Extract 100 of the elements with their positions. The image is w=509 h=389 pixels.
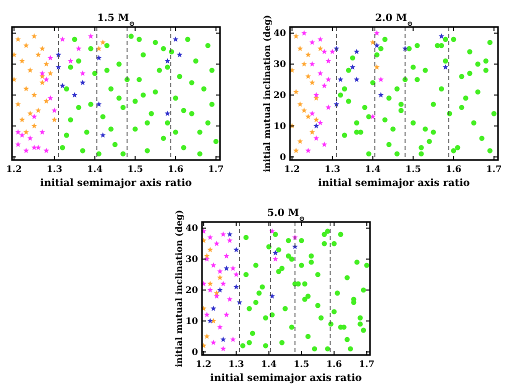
point — [128, 34, 134, 39]
point — [362, 104, 368, 110]
point — [293, 33, 299, 39]
point — [272, 256, 278, 262]
point — [382, 117, 388, 122]
point — [305, 294, 311, 299]
point — [205, 120, 210, 126]
point — [88, 33, 94, 39]
point — [108, 126, 114, 132]
point — [23, 148, 29, 154]
point — [487, 148, 493, 154]
point — [370, 39, 376, 45]
point — [210, 340, 216, 346]
point — [354, 76, 360, 82]
point — [207, 287, 214, 292]
y-tick-label: 20 — [185, 286, 198, 296]
point — [309, 110, 316, 116]
point — [31, 33, 38, 39]
point — [328, 321, 334, 327]
point — [233, 284, 240, 290]
point — [76, 58, 82, 64]
point — [160, 46, 166, 52]
point — [354, 130, 360, 135]
point — [197, 130, 202, 135]
point — [475, 62, 480, 67]
point — [298, 262, 304, 268]
point — [289, 324, 294, 330]
point — [346, 68, 352, 73]
point — [233, 272, 240, 278]
point — [72, 92, 78, 98]
point — [386, 142, 392, 148]
point — [308, 260, 314, 265]
point — [358, 315, 363, 320]
point — [467, 70, 472, 76]
point — [52, 116, 58, 122]
point — [100, 132, 106, 138]
point — [360, 328, 366, 333]
point — [164, 120, 170, 126]
point — [374, 52, 380, 58]
point — [226, 238, 233, 243]
point — [172, 36, 178, 42]
point — [177, 74, 182, 80]
point — [297, 101, 303, 107]
point — [120, 104, 126, 110]
point — [39, 70, 46, 76]
point — [279, 340, 285, 346]
point — [479, 136, 484, 141]
point — [217, 274, 223, 280]
point — [344, 275, 350, 280]
point — [378, 46, 384, 52]
point — [305, 73, 312, 79]
point — [309, 80, 316, 86]
point — [220, 231, 226, 237]
point — [35, 144, 42, 150]
point — [298, 238, 304, 244]
point — [168, 49, 174, 54]
point — [181, 108, 186, 114]
point — [39, 46, 46, 52]
point — [309, 39, 316, 45]
x-tick-label: 1.3 — [228, 360, 244, 370]
chart-title: 1.5 M$_{⊙}$ — [97, 13, 136, 28]
point — [418, 151, 424, 156]
point — [318, 315, 324, 320]
point — [84, 130, 90, 135]
point — [160, 136, 166, 141]
point — [80, 70, 86, 76]
point — [459, 104, 464, 110]
point — [185, 36, 190, 42]
point — [207, 246, 214, 252]
point — [297, 46, 303, 52]
point — [272, 232, 278, 237]
point — [394, 151, 400, 156]
chart-title: 5.0 M$_{⊙}$ — [267, 208, 306, 222]
point — [100, 114, 106, 120]
point — [116, 96, 122, 101]
point — [27, 110, 34, 116]
point — [438, 33, 444, 39]
x-tick-label: 1.4 — [86, 165, 103, 175]
point — [322, 241, 327, 246]
point — [312, 346, 318, 352]
x-tick-label: 1.6 — [446, 165, 462, 175]
x-tick-label: 1.2 — [284, 165, 300, 175]
point — [226, 296, 233, 302]
point — [430, 102, 436, 107]
point — [96, 151, 102, 156]
point — [43, 76, 50, 82]
point — [214, 293, 220, 299]
point — [164, 110, 170, 116]
point — [104, 68, 110, 73]
point — [410, 64, 416, 70]
x-tick-label: 1.2 — [6, 165, 22, 175]
point — [342, 86, 348, 92]
point — [491, 111, 497, 116]
point — [48, 70, 54, 76]
point — [88, 102, 94, 107]
point — [23, 42, 29, 48]
point — [152, 89, 158, 95]
point — [272, 250, 278, 256]
point — [438, 86, 444, 92]
point — [414, 42, 420, 48]
